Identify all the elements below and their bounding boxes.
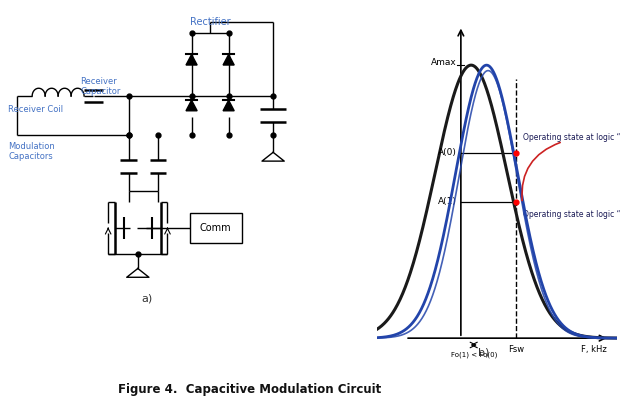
Text: A(0): A(0) [438,148,457,157]
Text: Rectifier: Rectifier [190,17,231,27]
Text: A(1): A(1) [438,197,457,206]
Text: F, kHz: F, kHz [581,345,607,354]
Polygon shape [223,100,234,111]
Polygon shape [186,100,197,111]
Text: Amax: Amax [431,58,457,67]
Text: Operating state at logic “ 1”: Operating state at logic “ 1” [523,210,623,219]
Text: Figure 4.  Capacitive Modulation Circuit: Figure 4. Capacitive Modulation Circuit [118,383,381,396]
FancyBboxPatch shape [190,213,242,243]
FancyArrowPatch shape [522,142,560,200]
Polygon shape [223,54,234,65]
Text: b): b) [478,347,490,357]
Text: Fo(1) < Fo(0): Fo(1) < Fo(0) [450,351,497,358]
Text: Fsw: Fsw [508,345,524,354]
Text: Operating state at logic “ 0”: Operating state at logic “ 0” [523,132,623,142]
Text: Receiver
Capacitor: Receiver Capacitor [80,77,121,96]
Polygon shape [186,54,197,65]
Text: Receiver Coil: Receiver Coil [8,105,63,114]
Text: Modulation
Capacitors: Modulation Capacitors [8,142,55,161]
Text: Comm: Comm [200,223,232,233]
Text: a): a) [141,294,153,304]
